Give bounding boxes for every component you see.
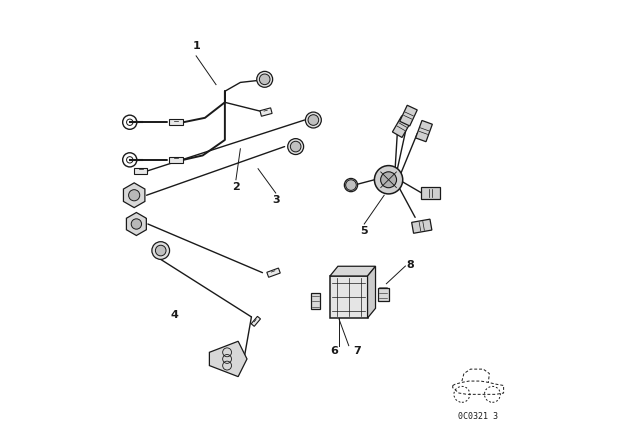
Polygon shape [209,341,247,377]
Circle shape [129,190,140,201]
Polygon shape [330,266,376,276]
Polygon shape [415,121,433,142]
Circle shape [259,74,270,85]
Polygon shape [267,268,280,277]
Polygon shape [169,119,183,125]
Text: 8: 8 [406,260,414,270]
Circle shape [131,219,141,229]
Circle shape [374,166,403,194]
Bar [330,276,367,318]
Polygon shape [260,108,272,116]
Circle shape [257,71,273,87]
Bar [378,288,389,301]
Text: 7: 7 [354,346,362,356]
Circle shape [288,138,303,155]
Polygon shape [412,219,432,233]
Circle shape [344,178,358,192]
Polygon shape [134,168,147,174]
Text: 5: 5 [360,226,368,236]
Polygon shape [392,116,412,138]
Circle shape [381,172,397,188]
Text: 2: 2 [232,182,240,192]
Text: 6: 6 [330,346,338,356]
Text: 3: 3 [272,195,280,205]
Polygon shape [400,105,417,126]
Circle shape [346,180,356,190]
Polygon shape [127,212,147,236]
Text: 0C0321 3: 0C0321 3 [458,412,498,421]
Circle shape [308,115,319,125]
Polygon shape [169,157,183,163]
Circle shape [291,141,301,152]
Polygon shape [421,188,440,198]
Text: 4: 4 [170,310,178,320]
Circle shape [152,242,170,259]
Text: 1: 1 [192,42,200,52]
Polygon shape [124,183,145,207]
Bar [312,293,320,310]
Circle shape [305,112,321,128]
Polygon shape [367,266,376,318]
Polygon shape [251,316,260,326]
Circle shape [156,245,166,256]
